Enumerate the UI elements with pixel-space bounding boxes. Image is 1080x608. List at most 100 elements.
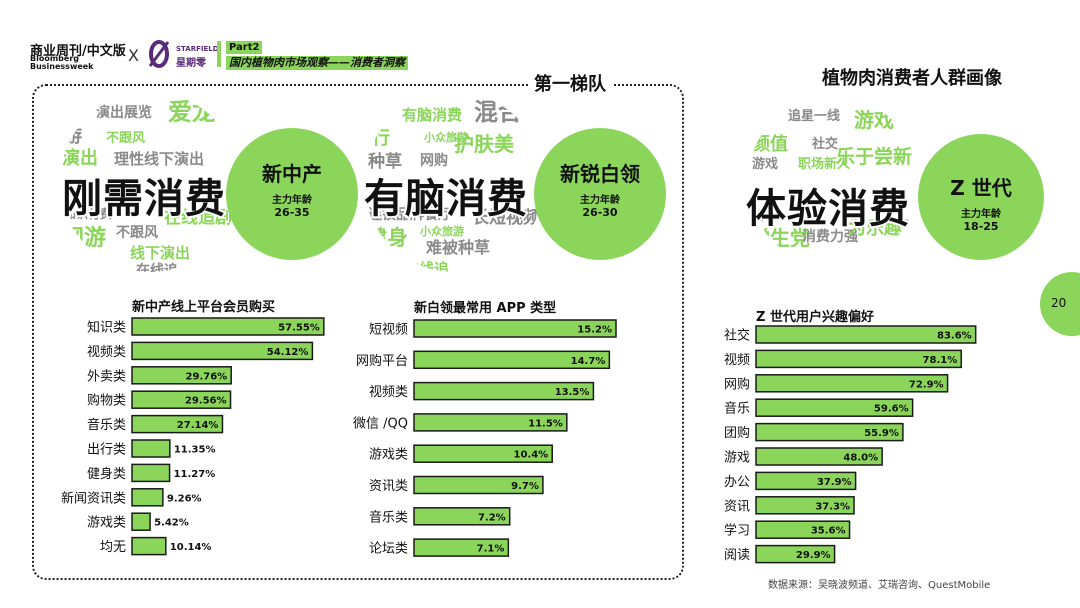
persona-badge-gen-z: Z 世代 主力年龄 18-25 — [918, 134, 1044, 260]
bar — [131, 317, 325, 336]
cloud-word: 难被种草 — [426, 238, 491, 257]
chart-3-title: Z 世代用户兴趣偏好 — [756, 310, 874, 325]
category-label: 学习 — [724, 523, 750, 539]
value-label: 37.9% — [817, 477, 852, 488]
category-label: 视频 — [724, 353, 750, 368]
bar — [131, 414, 224, 434]
value-label: 11.35% — [174, 445, 216, 456]
value-label: 7.1% — [477, 544, 505, 555]
value-label: 10.4% — [514, 450, 549, 461]
value-label: 9.7% — [511, 481, 539, 492]
persona-group: 新锐白领 — [560, 162, 640, 186]
logo-businessweek-cn: 商业周刊/中文版 — [30, 44, 126, 59]
chart-new-middle-class-memberships: 知识类 57.55% 视频类 54.12% 外卖类 29.76% 购物类 29.56% 音乐类 2… — [61, 317, 325, 556]
cloud-word: 有脑消费 — [402, 106, 463, 124]
category-label: 游戏类 — [369, 448, 408, 463]
cloud-word: 职场新人 — [798, 157, 851, 172]
logo-en-line-2: Businessweek — [30, 62, 94, 71]
cloud-word: 健身 — [366, 226, 408, 250]
bar — [413, 444, 553, 463]
cloud-word: 游戏 — [854, 108, 894, 132]
value-label: 83.6% — [937, 331, 972, 342]
category-label: 音乐 — [724, 401, 750, 417]
persona-age: 18-25 — [963, 220, 999, 233]
cloud-word: 线下演出 — [130, 244, 191, 262]
persona-badge-new-middle-class: 新中产 主力年龄 26-35 — [226, 128, 358, 260]
bar — [755, 520, 851, 539]
cloud-word: 行 — [372, 128, 390, 149]
bar — [755, 422, 904, 442]
partner-cn: 星期零 — [176, 58, 206, 69]
value-label: 37.3% — [815, 501, 850, 512]
bar — [755, 325, 977, 344]
logo-en-line-1: Bloomberg — [30, 54, 79, 63]
value-label: 72.9% — [909, 379, 944, 390]
category-label: 阅读 — [724, 548, 750, 563]
value-label: 15.2% — [577, 325, 612, 336]
value-label: 59.6% — [874, 404, 909, 415]
bar — [413, 507, 511, 526]
persona-badge-white-collar: 新锐白领 主力年龄 26-30 — [534, 128, 666, 260]
value-label: 9.26% — [167, 493, 202, 504]
bar — [755, 471, 857, 491]
persona-age: 26-35 — [274, 206, 310, 219]
cloud-word: 游戏 — [752, 157, 779, 172]
category-label: 网购平台 — [356, 353, 408, 369]
category-label: 网购 — [724, 376, 750, 392]
bar — [413, 319, 617, 338]
value-label: 7.2% — [478, 512, 506, 523]
bar — [413, 350, 611, 370]
cloud-word: 知识付费 — [64, 207, 113, 221]
category-label: 购物类 — [87, 393, 126, 409]
bar — [131, 341, 314, 361]
bar — [131, 536, 167, 556]
part-accent-bar — [217, 41, 221, 67]
partner-en: STARFIELD — [176, 45, 219, 53]
persona-big-word: 刚需消费 — [60, 174, 227, 224]
value-label: 57.55% — [278, 323, 320, 334]
category-label: 资讯 — [724, 499, 750, 514]
cloud-word: 不跟风 — [106, 131, 146, 146]
category-label: 资讯类 — [369, 479, 408, 494]
word-cloud-white-collar: 有脑消费 混合 小众旅游 行 护肤美 种草 网购 连锁品牌餐厅 长短视频 健身 … — [364, 92, 544, 272]
chart-1-title: 新中产线上平台会员购买 — [132, 300, 276, 315]
persona-group: 新中产 — [262, 162, 322, 186]
persona-age-label: 主力年龄 — [961, 209, 1001, 220]
value-label: 29.56% — [185, 396, 227, 407]
bar — [755, 374, 949, 393]
cloud-word: 小众旅游 — [420, 225, 464, 238]
cloud-word: 为乐趣买 — [848, 218, 918, 239]
tier-one-frame — [32, 84, 684, 580]
category-label: 知识类 — [87, 320, 126, 336]
value-label: 54.12% — [267, 347, 309, 358]
cloud-word: 混合 — [474, 98, 522, 126]
collab-x: X — [128, 46, 139, 65]
bar — [755, 349, 962, 369]
bar — [131, 488, 164, 507]
value-label: 14.7% — [571, 356, 606, 367]
bar — [755, 496, 855, 515]
cloud-word: 追星一线 — [788, 109, 841, 124]
data-source: 数据来源：吴晓波频道、艾瑞咨询、QuestMobile — [768, 580, 991, 591]
cloud-word: 颜值 — [752, 134, 788, 155]
cloud-word: 爱龙 — [168, 98, 216, 126]
chart-white-collar-apps: 短视频 15.2% 网购平台 14.7% 视频类 13.5% 微信 /QQ 11.5% 游戏类 1… — [353, 319, 617, 557]
persona-group: Z 世代 — [950, 176, 1012, 200]
cloud-word: 连锁品牌餐厅 — [368, 207, 452, 223]
persona-age: 26-30 — [582, 206, 618, 219]
category-label: 论坛类 — [369, 542, 408, 557]
cloud-word: 网游 — [62, 226, 107, 251]
category-label: 音乐类 — [369, 509, 408, 525]
bar — [413, 538, 510, 557]
value-label: 11.27% — [174, 469, 216, 480]
cloud-word: 在线追剧 — [164, 208, 232, 228]
cloud-word: 护肤美 — [454, 132, 514, 156]
cloud-word: 乐于尝新 — [836, 146, 913, 168]
category-label: 团购 — [724, 425, 750, 441]
bar — [755, 544, 836, 564]
category-label: 游戏类 — [87, 516, 126, 531]
cloud-word: 演出展览 — [96, 105, 152, 121]
cloud-word: 在线追 — [404, 260, 450, 273]
category-label: 社交 — [724, 328, 750, 344]
persona-big-word: 有脑消费 — [362, 174, 529, 224]
